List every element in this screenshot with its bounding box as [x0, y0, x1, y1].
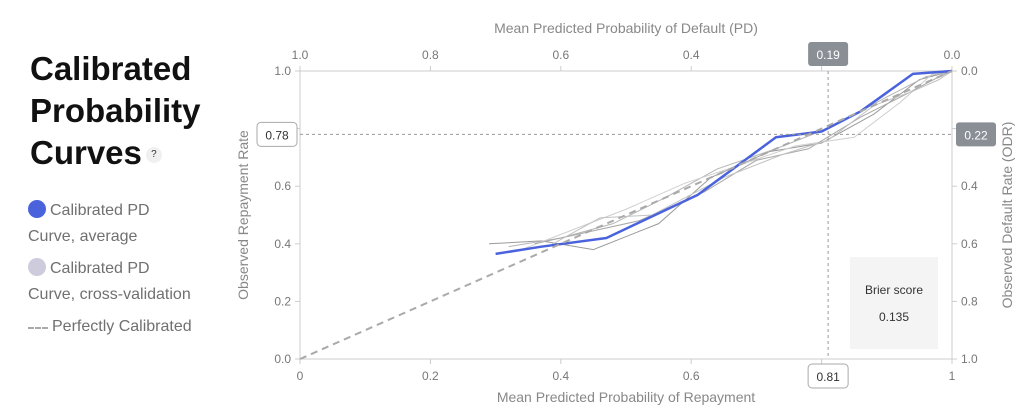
x-tick-label: 0.2 [422, 369, 439, 383]
x-tick-label: 0.6 [683, 369, 700, 383]
x-tick-label: 1 [949, 369, 956, 383]
cv-curve-line [534, 70, 953, 245]
crosshair-y2-label: 0.22 [964, 128, 988, 142]
legend-swatch-average [28, 200, 46, 218]
crosshair-y-label: 0.78 [265, 128, 289, 142]
legend-label-average-2: Curve, average [28, 228, 138, 245]
legend-label-perfect: Perfectly Calibrated [52, 318, 192, 335]
legend-label-average-1: Calibrated PD [50, 202, 150, 219]
brier-score-box [850, 257, 938, 349]
perfectly-calibrated-line [299, 70, 953, 360]
y2-tick-label: 0.6 [961, 237, 978, 251]
y2-tick-label: 1.0 [961, 352, 978, 366]
legend-item-cross-validation: Calibrated PD Curve, cross-validation [28, 256, 228, 308]
brier-score-label: Brier score [865, 283, 923, 297]
title-line-2: Probability [30, 92, 201, 129]
crosshair-y2-badge [956, 122, 996, 147]
average-curve-line [495, 69, 953, 256]
legend-swatch-perfect [28, 327, 48, 329]
y-tick-label: 1.0 [274, 64, 291, 78]
x-tick-label: 0 [297, 369, 304, 383]
legend-item-perfect: Perfectly Calibrated [28, 314, 228, 340]
x-tick-label: 0.4 [552, 369, 569, 383]
legend-swatch-cross-validation [28, 258, 46, 276]
y-axis-title: Observed Repayment Rate [235, 130, 251, 300]
cv-curve-line [508, 70, 953, 248]
crosshair-x-badge [807, 363, 849, 389]
legend-item-average: Calibrated PD Curve, average [28, 198, 228, 250]
x-axis-title: Mean Predicted Probability of Repayment [497, 389, 755, 405]
legend-label-cv-2: Curve, cross-validation [28, 286, 191, 303]
y2-tick-label: 0.0 [961, 64, 978, 78]
x2-axis-title: Mean Predicted Probability of Default (P… [494, 20, 758, 36]
title-line-1: Calibrated [30, 50, 192, 87]
plot-frame [299, 70, 953, 360]
help-icon[interactable]: ? [145, 147, 162, 164]
crosshair-x2-label: 0.19 [816, 48, 840, 62]
x2-tick-label: 1.0 [292, 48, 309, 62]
crosshair-x2-badge [808, 42, 849, 66]
y-tick-label: 0.0 [274, 352, 291, 366]
x2-tick-label: 0.4 [683, 48, 700, 62]
title-line-3: Curves? [30, 132, 230, 174]
cv-curve-line [489, 70, 953, 251]
y2-tick-label: 0.4 [961, 179, 978, 193]
crosshair-y-badge [256, 121, 298, 147]
x2-tick-label: 0.6 [552, 48, 569, 62]
brier-score-value: 0.135 [879, 310, 909, 324]
x2-tick-label: 0.8 [422, 48, 439, 62]
y2-axis-title: Observed Default Rate (ODR) [999, 122, 1015, 309]
legend: Calibrated PD Curve, average Calibrated … [28, 198, 228, 346]
x2-tick-label: 0.0 [944, 48, 961, 62]
y-tick-label: 0.2 [274, 294, 291, 308]
chart-title: Calibrated Probability Curves? [30, 48, 230, 174]
y-tick-label: 0.4 [274, 237, 291, 251]
legend-label-cv-1: Calibrated PD [50, 260, 150, 277]
cv-curve-line [521, 70, 953, 251]
cv-curve-line [547, 70, 953, 248]
crosshair-x-label: 0.81 [816, 370, 840, 384]
y-tick-label: 0.6 [274, 179, 291, 193]
y2-tick-label: 0.8 [961, 294, 978, 308]
